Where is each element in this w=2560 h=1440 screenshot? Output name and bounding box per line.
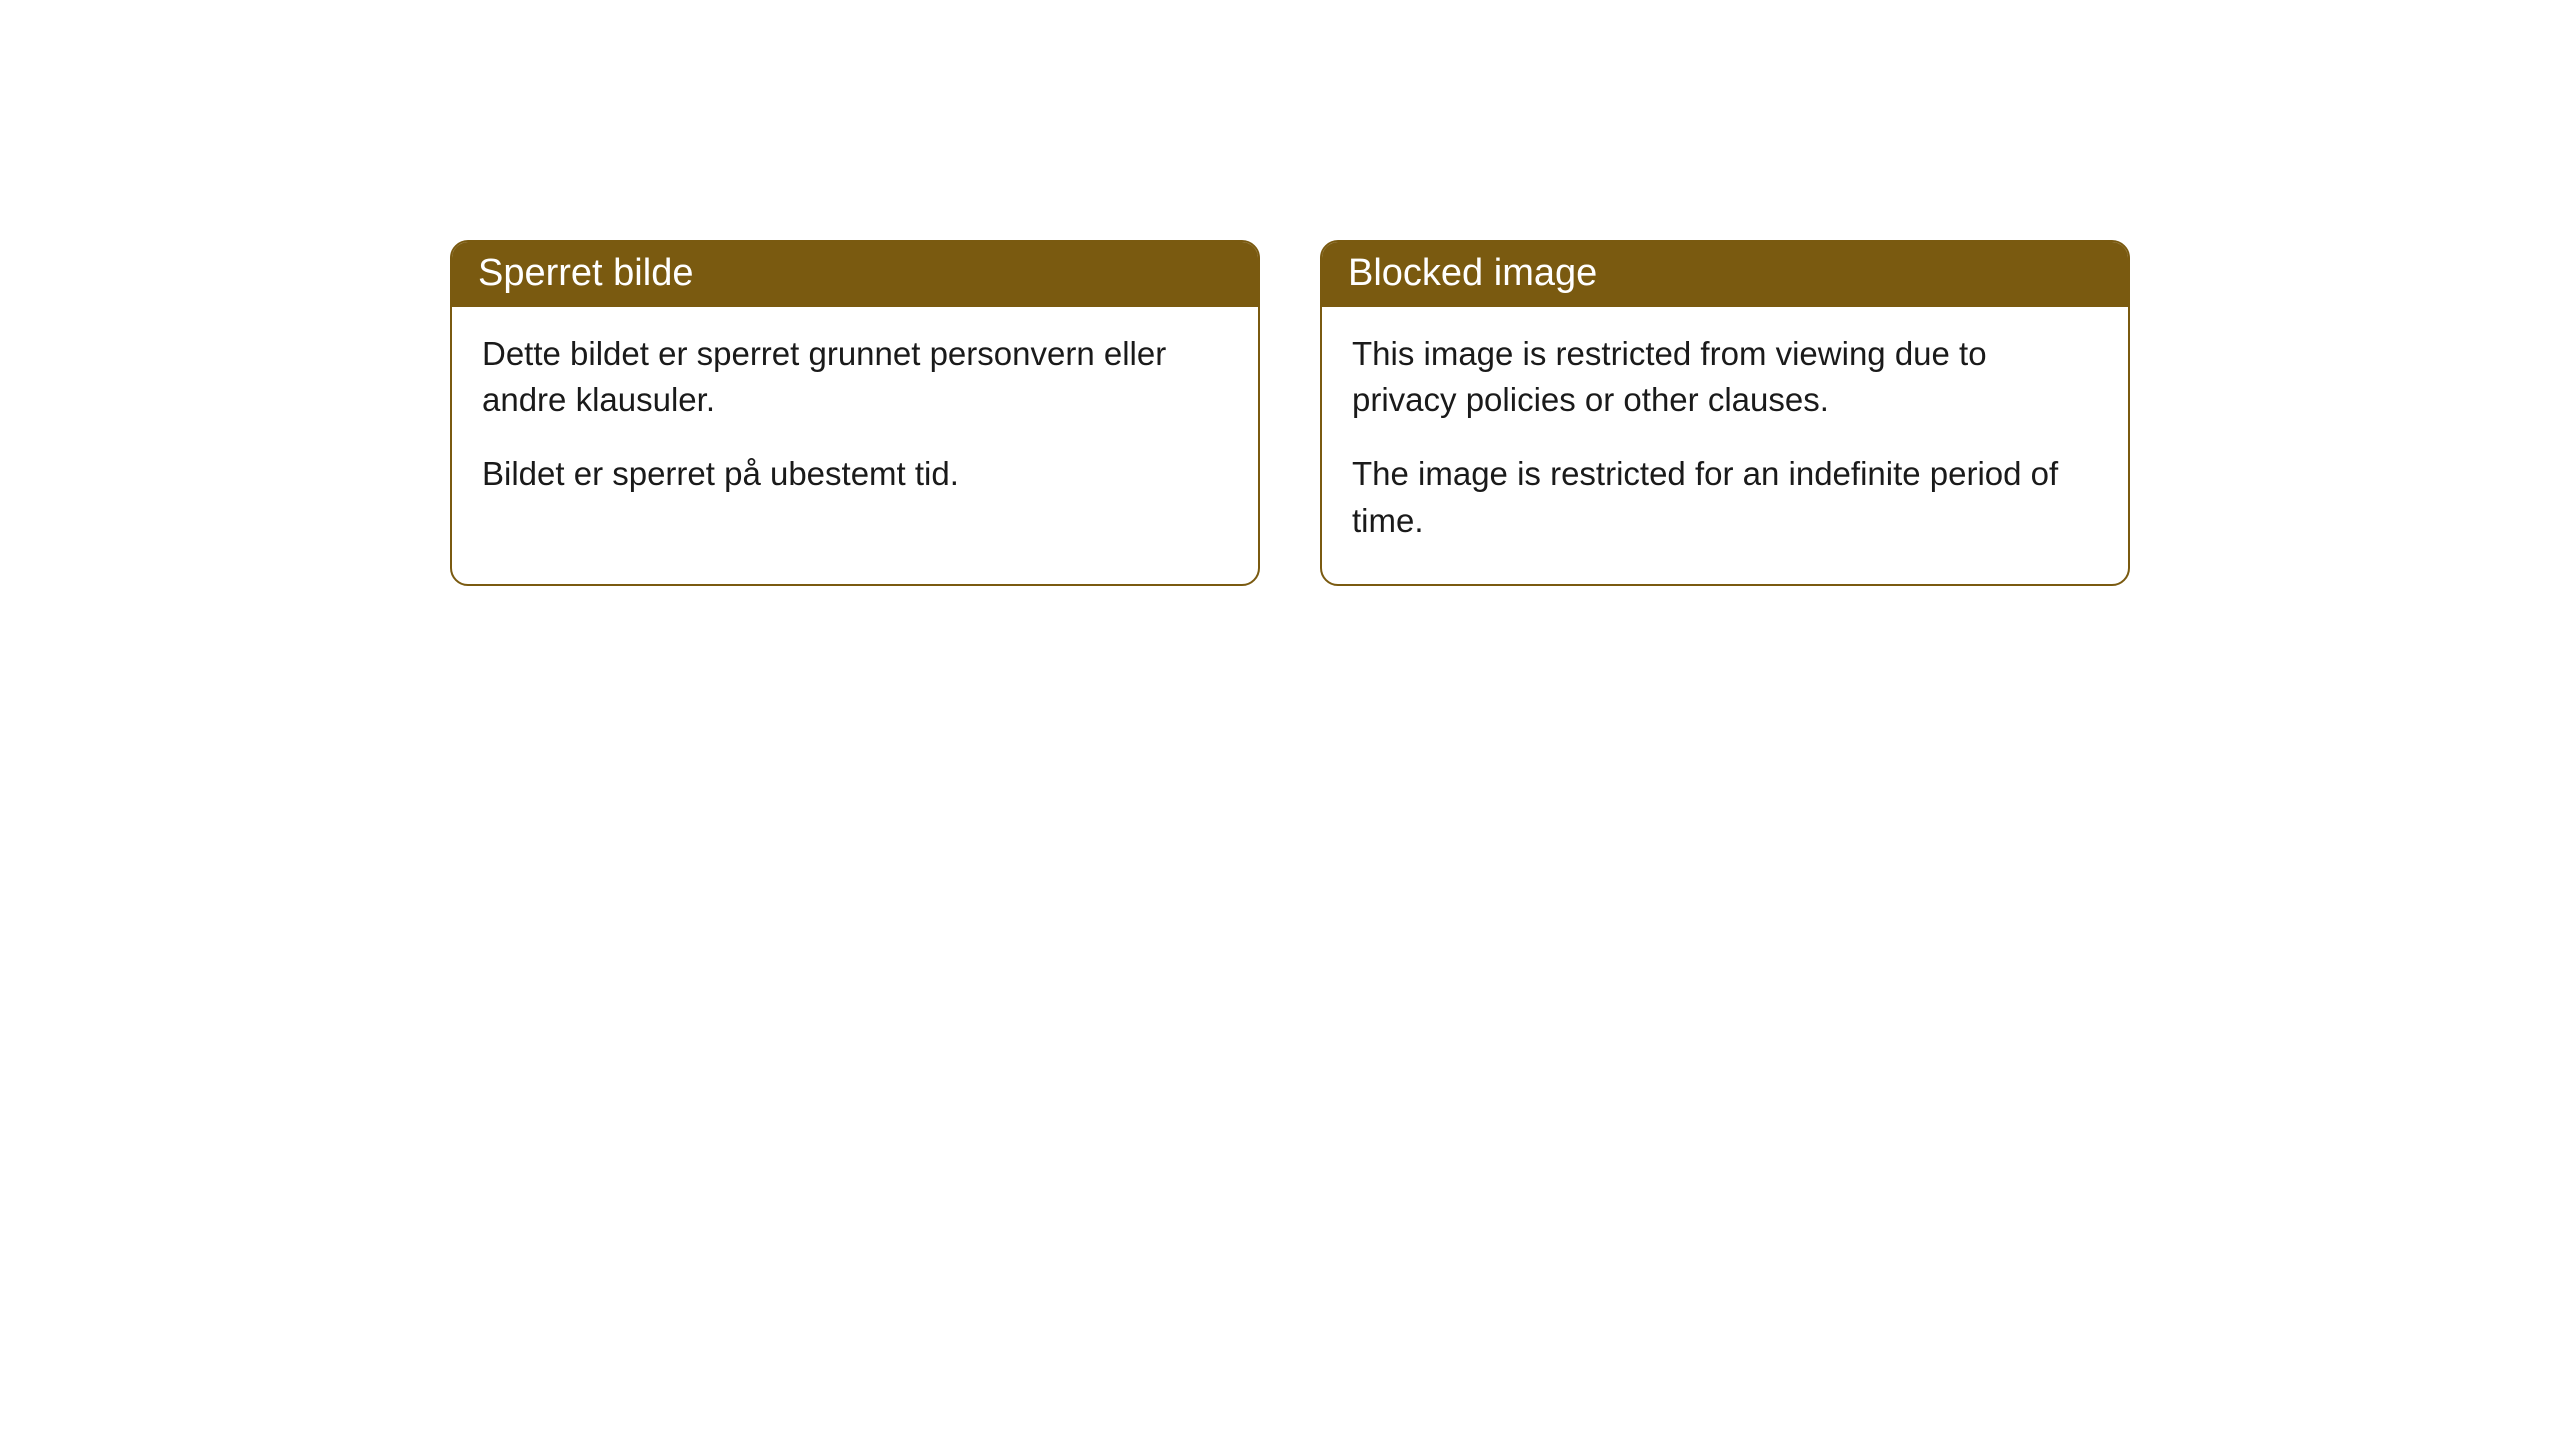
card-header: Sperret bilde: [452, 242, 1258, 307]
card-paragraph: Bildet er sperret på ubestemt tid.: [482, 451, 1228, 497]
notice-cards-container: Sperret bilde Dette bildet er sperret gr…: [450, 240, 2130, 586]
blocked-image-card-no: Sperret bilde Dette bildet er sperret gr…: [450, 240, 1260, 586]
card-title: Sperret bilde: [478, 252, 693, 294]
card-body: This image is restricted from viewing du…: [1322, 307, 2128, 584]
card-paragraph: The image is restricted for an indefinit…: [1352, 451, 2098, 543]
card-title: Blocked image: [1348, 252, 1597, 294]
blocked-image-card-en: Blocked image This image is restricted f…: [1320, 240, 2130, 586]
card-body: Dette bildet er sperret grunnet personve…: [452, 307, 1258, 538]
card-paragraph: This image is restricted from viewing du…: [1352, 331, 2098, 423]
card-header: Blocked image: [1322, 242, 2128, 307]
card-paragraph: Dette bildet er sperret grunnet personve…: [482, 331, 1228, 423]
